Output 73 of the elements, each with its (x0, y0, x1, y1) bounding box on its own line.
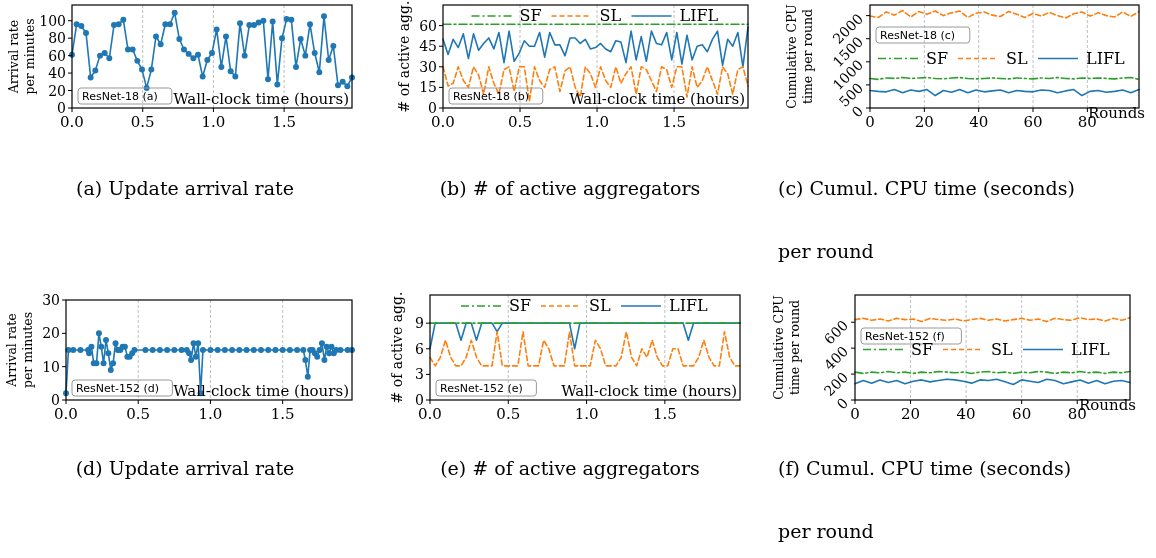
x-tick-label: 0.0 (54, 405, 78, 423)
x-tick-label: 60 (1012, 405, 1032, 423)
legend-label: LIFL (679, 6, 719, 25)
x-tick-label: 40 (956, 405, 976, 423)
x-tick-label: 20 (901, 405, 921, 423)
y-tick-label: 3 (415, 366, 424, 383)
annotation: ResNet-18 (c) (880, 29, 956, 42)
x-tick-label: 0.5 (126, 405, 151, 423)
annotation: ResNet-18 (b) (453, 90, 529, 103)
annotation: ResNet-152 (d) (76, 382, 159, 395)
y-tick-label: 0 (428, 100, 437, 116)
legend-label: SL (589, 296, 611, 315)
y-tick-label: 6 (415, 340, 425, 357)
x-tick-label: 1.5 (652, 405, 677, 423)
y-tick-label: 0 (415, 392, 424, 408)
y-tick-label: 10 (42, 358, 60, 375)
x-tick-label: 0.5 (496, 405, 521, 423)
x-tick-label: 60 (1023, 113, 1043, 131)
x-tick-label: 1.0 (585, 113, 609, 131)
y-tick-label: 0 (57, 100, 66, 116)
legend-label: SL (1006, 48, 1028, 68)
y-tick-label: 80 (48, 30, 66, 47)
legend-label: SL (599, 6, 622, 25)
legend-label: SL (991, 339, 1013, 359)
x-tick-label: 20 (914, 113, 934, 131)
text: (e) # of active aggregators (440, 457, 700, 479)
x-tick-label: 1.0 (574, 405, 599, 423)
chart-title: (c) Cumul. CPU time (seconds) per round (778, 177, 1075, 262)
y-tick-label: 0 (51, 392, 60, 408)
y-tick-label: 40 (48, 65, 66, 82)
y-axis-title: Arrival rate per minutes (4, 311, 35, 389)
legend-label: SF (509, 296, 532, 315)
x-tick-label: 1.5 (662, 113, 686, 131)
y-tick-label: 20 (48, 82, 66, 99)
y-tick-label: 60 (419, 17, 437, 34)
legend-label: SF (926, 48, 949, 68)
annotation: ResNet-18 (a) (82, 90, 158, 103)
x-tick-label: 0.0 (418, 405, 442, 423)
x-tick-label: 1.5 (272, 113, 297, 131)
y-axis-title: # of active agg. (396, 0, 412, 113)
y-tick-label: 30 (42, 292, 60, 308)
text: (d) Update arrival rate (75, 457, 295, 479)
annotation: ResNet-152 (e) (440, 382, 523, 395)
y-tick-label: 60 (48, 47, 66, 64)
y-axis-title: Cumulative CPU time per round (771, 295, 802, 400)
x-tick-label: 0.0 (431, 113, 455, 131)
y-tick-label: 100 (39, 12, 66, 29)
x-axis-title: Wall-clock time (hours) (561, 382, 737, 400)
chart-title: (f) Cumul. CPU time (seconds) per round (778, 457, 1072, 542)
x-tick-label: 0.5 (130, 113, 155, 131)
x-tick-label: 1.5 (270, 405, 295, 423)
y-tick-label: 9 (415, 315, 424, 332)
text: (a) Update arrival rate (76, 177, 294, 199)
y-axis-title: Cumulative CPU time per round (784, 4, 815, 109)
y-tick-label: 20 (42, 325, 60, 342)
x-axis-title: Wall-clock time (hours) (173, 90, 349, 108)
x-tick-label: 0.0 (60, 113, 84, 131)
y-tick-label: 30 (419, 58, 437, 75)
x-tick-label: 1.0 (201, 113, 226, 131)
x-axis-title: Wall-clock time (hours) (569, 90, 745, 108)
x-tick-label: 0.5 (508, 113, 532, 131)
x-tick-label: 40 (969, 113, 989, 131)
line-series (429, 330, 741, 367)
legend-label: LIFL (1086, 48, 1126, 68)
legend-label: SF (519, 6, 542, 25)
x-tick-label: 1.0 (198, 405, 223, 423)
text: (b) # of active aggregators (439, 177, 701, 199)
y-axis-title: # of active agg. (389, 291, 405, 404)
legend-label: LIFL (1071, 339, 1111, 359)
y-axis-title: Arrival rate per minutes (6, 18, 37, 95)
legend-label: LIFL (669, 296, 709, 315)
y-tick-label: 45 (419, 38, 437, 55)
y-tick-label: 15 (419, 79, 437, 96)
